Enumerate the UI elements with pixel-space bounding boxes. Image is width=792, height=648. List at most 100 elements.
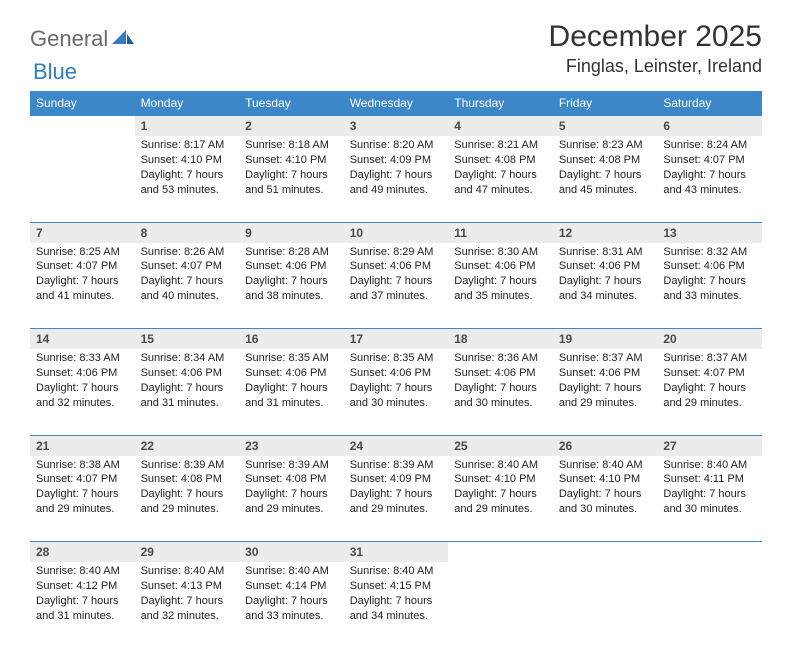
day-details: Sunrise: 8:18 AMSunset: 4:10 PMDaylight:… [239, 136, 344, 203]
day-content-cell: Sunrise: 8:28 AMSunset: 4:06 PMDaylight:… [239, 243, 344, 329]
day-number: 12 [553, 223, 658, 243]
day-number: 22 [135, 436, 240, 456]
day-number-cell: 25 [448, 435, 553, 456]
day-number-cell: 31 [344, 542, 449, 563]
weekday-header: Friday [553, 91, 658, 116]
month-title: December 2025 [549, 20, 762, 54]
day-number-cell: 29 [135, 542, 240, 563]
day-number: 6 [657, 116, 762, 136]
day-details: Sunrise: 8:40 AMSunset: 4:12 PMDaylight:… [30, 562, 135, 629]
day-details: Sunrise: 8:34 AMSunset: 4:06 PMDaylight:… [135, 349, 240, 416]
day-number: 2 [239, 116, 344, 136]
day-number: 7 [30, 223, 135, 243]
day-number: 17 [344, 329, 449, 349]
day-details: Sunrise: 8:40 AMSunset: 4:10 PMDaylight:… [448, 456, 553, 523]
day-content-cell: Sunrise: 8:26 AMSunset: 4:07 PMDaylight:… [135, 243, 240, 329]
day-number [657, 542, 762, 562]
day-details: Sunrise: 8:39 AMSunset: 4:09 PMDaylight:… [344, 456, 449, 523]
day-content-cell [30, 136, 135, 222]
day-number: 14 [30, 329, 135, 349]
day-number-cell: 26 [553, 435, 658, 456]
day-number: 29 [135, 542, 240, 562]
day-number-cell: 30 [239, 542, 344, 563]
day-number-cell: 12 [553, 222, 658, 243]
day-content-cell: Sunrise: 8:40 AMSunset: 4:13 PMDaylight:… [135, 562, 240, 648]
weekday-header: Thursday [448, 91, 553, 116]
logo-text-general: General [30, 26, 108, 52]
day-number: 3 [344, 116, 449, 136]
day-details: Sunrise: 8:21 AMSunset: 4:08 PMDaylight:… [448, 136, 553, 203]
day-number-cell: 17 [344, 329, 449, 350]
day-content-cell: Sunrise: 8:40 AMSunset: 4:11 PMDaylight:… [657, 456, 762, 542]
calendar-body: 123456Sunrise: 8:17 AMSunset: 4:10 PMDay… [30, 116, 762, 648]
day-details: Sunrise: 8:28 AMSunset: 4:06 PMDaylight:… [239, 243, 344, 310]
day-number-cell: 11 [448, 222, 553, 243]
day-number: 23 [239, 436, 344, 456]
day-number-row: 21222324252627 [30, 435, 762, 456]
day-number-cell: 18 [448, 329, 553, 350]
day-number-cell: 5 [553, 116, 658, 137]
logo-sail-icon [112, 28, 134, 51]
day-number: 25 [448, 436, 553, 456]
day-content-cell: Sunrise: 8:32 AMSunset: 4:06 PMDaylight:… [657, 243, 762, 329]
day-content-row: Sunrise: 8:17 AMSunset: 4:10 PMDaylight:… [30, 136, 762, 222]
day-number: 1 [135, 116, 240, 136]
day-content-cell: Sunrise: 8:37 AMSunset: 4:06 PMDaylight:… [553, 349, 658, 435]
day-number [30, 116, 135, 136]
day-number-cell: 2 [239, 116, 344, 137]
day-content-row: Sunrise: 8:40 AMSunset: 4:12 PMDaylight:… [30, 562, 762, 648]
day-content-cell: Sunrise: 8:24 AMSunset: 4:07 PMDaylight:… [657, 136, 762, 222]
day-number: 27 [657, 436, 762, 456]
day-content-cell: Sunrise: 8:39 AMSunset: 4:08 PMDaylight:… [135, 456, 240, 542]
day-number-cell: 10 [344, 222, 449, 243]
day-number-cell: 13 [657, 222, 762, 243]
day-content-cell: Sunrise: 8:29 AMSunset: 4:06 PMDaylight:… [344, 243, 449, 329]
logo: General [30, 20, 134, 52]
day-number-cell: 22 [135, 435, 240, 456]
day-number: 5 [553, 116, 658, 136]
day-details: Sunrise: 8:17 AMSunset: 4:10 PMDaylight:… [135, 136, 240, 203]
day-number: 18 [448, 329, 553, 349]
day-number-cell: 7 [30, 222, 135, 243]
day-number-cell: 4 [448, 116, 553, 137]
day-details: Sunrise: 8:35 AMSunset: 4:06 PMDaylight:… [239, 349, 344, 416]
day-number-cell: 27 [657, 435, 762, 456]
day-content-cell: Sunrise: 8:38 AMSunset: 4:07 PMDaylight:… [30, 456, 135, 542]
day-number-cell: 21 [30, 435, 135, 456]
day-number-cell [553, 542, 658, 563]
day-details: Sunrise: 8:38 AMSunset: 4:07 PMDaylight:… [30, 456, 135, 523]
day-details: Sunrise: 8:33 AMSunset: 4:06 PMDaylight:… [30, 349, 135, 416]
day-content-cell: Sunrise: 8:17 AMSunset: 4:10 PMDaylight:… [135, 136, 240, 222]
day-content-cell: Sunrise: 8:40 AMSunset: 4:15 PMDaylight:… [344, 562, 449, 648]
day-content-cell: Sunrise: 8:18 AMSunset: 4:10 PMDaylight:… [239, 136, 344, 222]
day-number-cell: 15 [135, 329, 240, 350]
day-content-cell [657, 562, 762, 648]
day-content-cell: Sunrise: 8:40 AMSunset: 4:10 PMDaylight:… [553, 456, 658, 542]
day-content-cell [553, 562, 658, 648]
day-number: 24 [344, 436, 449, 456]
day-number: 21 [30, 436, 135, 456]
weekday-header: Monday [135, 91, 240, 116]
day-content-row: Sunrise: 8:33 AMSunset: 4:06 PMDaylight:… [30, 349, 762, 435]
day-number-row: 28293031 [30, 542, 762, 563]
day-content-cell: Sunrise: 8:33 AMSunset: 4:06 PMDaylight:… [30, 349, 135, 435]
day-number: 11 [448, 223, 553, 243]
day-details: Sunrise: 8:36 AMSunset: 4:06 PMDaylight:… [448, 349, 553, 416]
title-block: December 2025 Finglas, Leinster, Ireland [549, 20, 762, 77]
day-number-row: 123456 [30, 116, 762, 137]
day-content-row: Sunrise: 8:38 AMSunset: 4:07 PMDaylight:… [30, 456, 762, 542]
day-details: Sunrise: 8:39 AMSunset: 4:08 PMDaylight:… [135, 456, 240, 523]
day-content-cell: Sunrise: 8:20 AMSunset: 4:09 PMDaylight:… [344, 136, 449, 222]
day-number-cell: 23 [239, 435, 344, 456]
day-details: Sunrise: 8:25 AMSunset: 4:07 PMDaylight:… [30, 243, 135, 310]
day-number-row: 14151617181920 [30, 329, 762, 350]
day-number-cell: 16 [239, 329, 344, 350]
day-details: Sunrise: 8:40 AMSunset: 4:13 PMDaylight:… [135, 562, 240, 629]
day-number-cell: 28 [30, 542, 135, 563]
day-content-cell [448, 562, 553, 648]
day-details: Sunrise: 8:20 AMSunset: 4:09 PMDaylight:… [344, 136, 449, 203]
day-number-cell: 3 [344, 116, 449, 137]
weekday-header: Saturday [657, 91, 762, 116]
day-number: 10 [344, 223, 449, 243]
day-number-cell: 1 [135, 116, 240, 137]
